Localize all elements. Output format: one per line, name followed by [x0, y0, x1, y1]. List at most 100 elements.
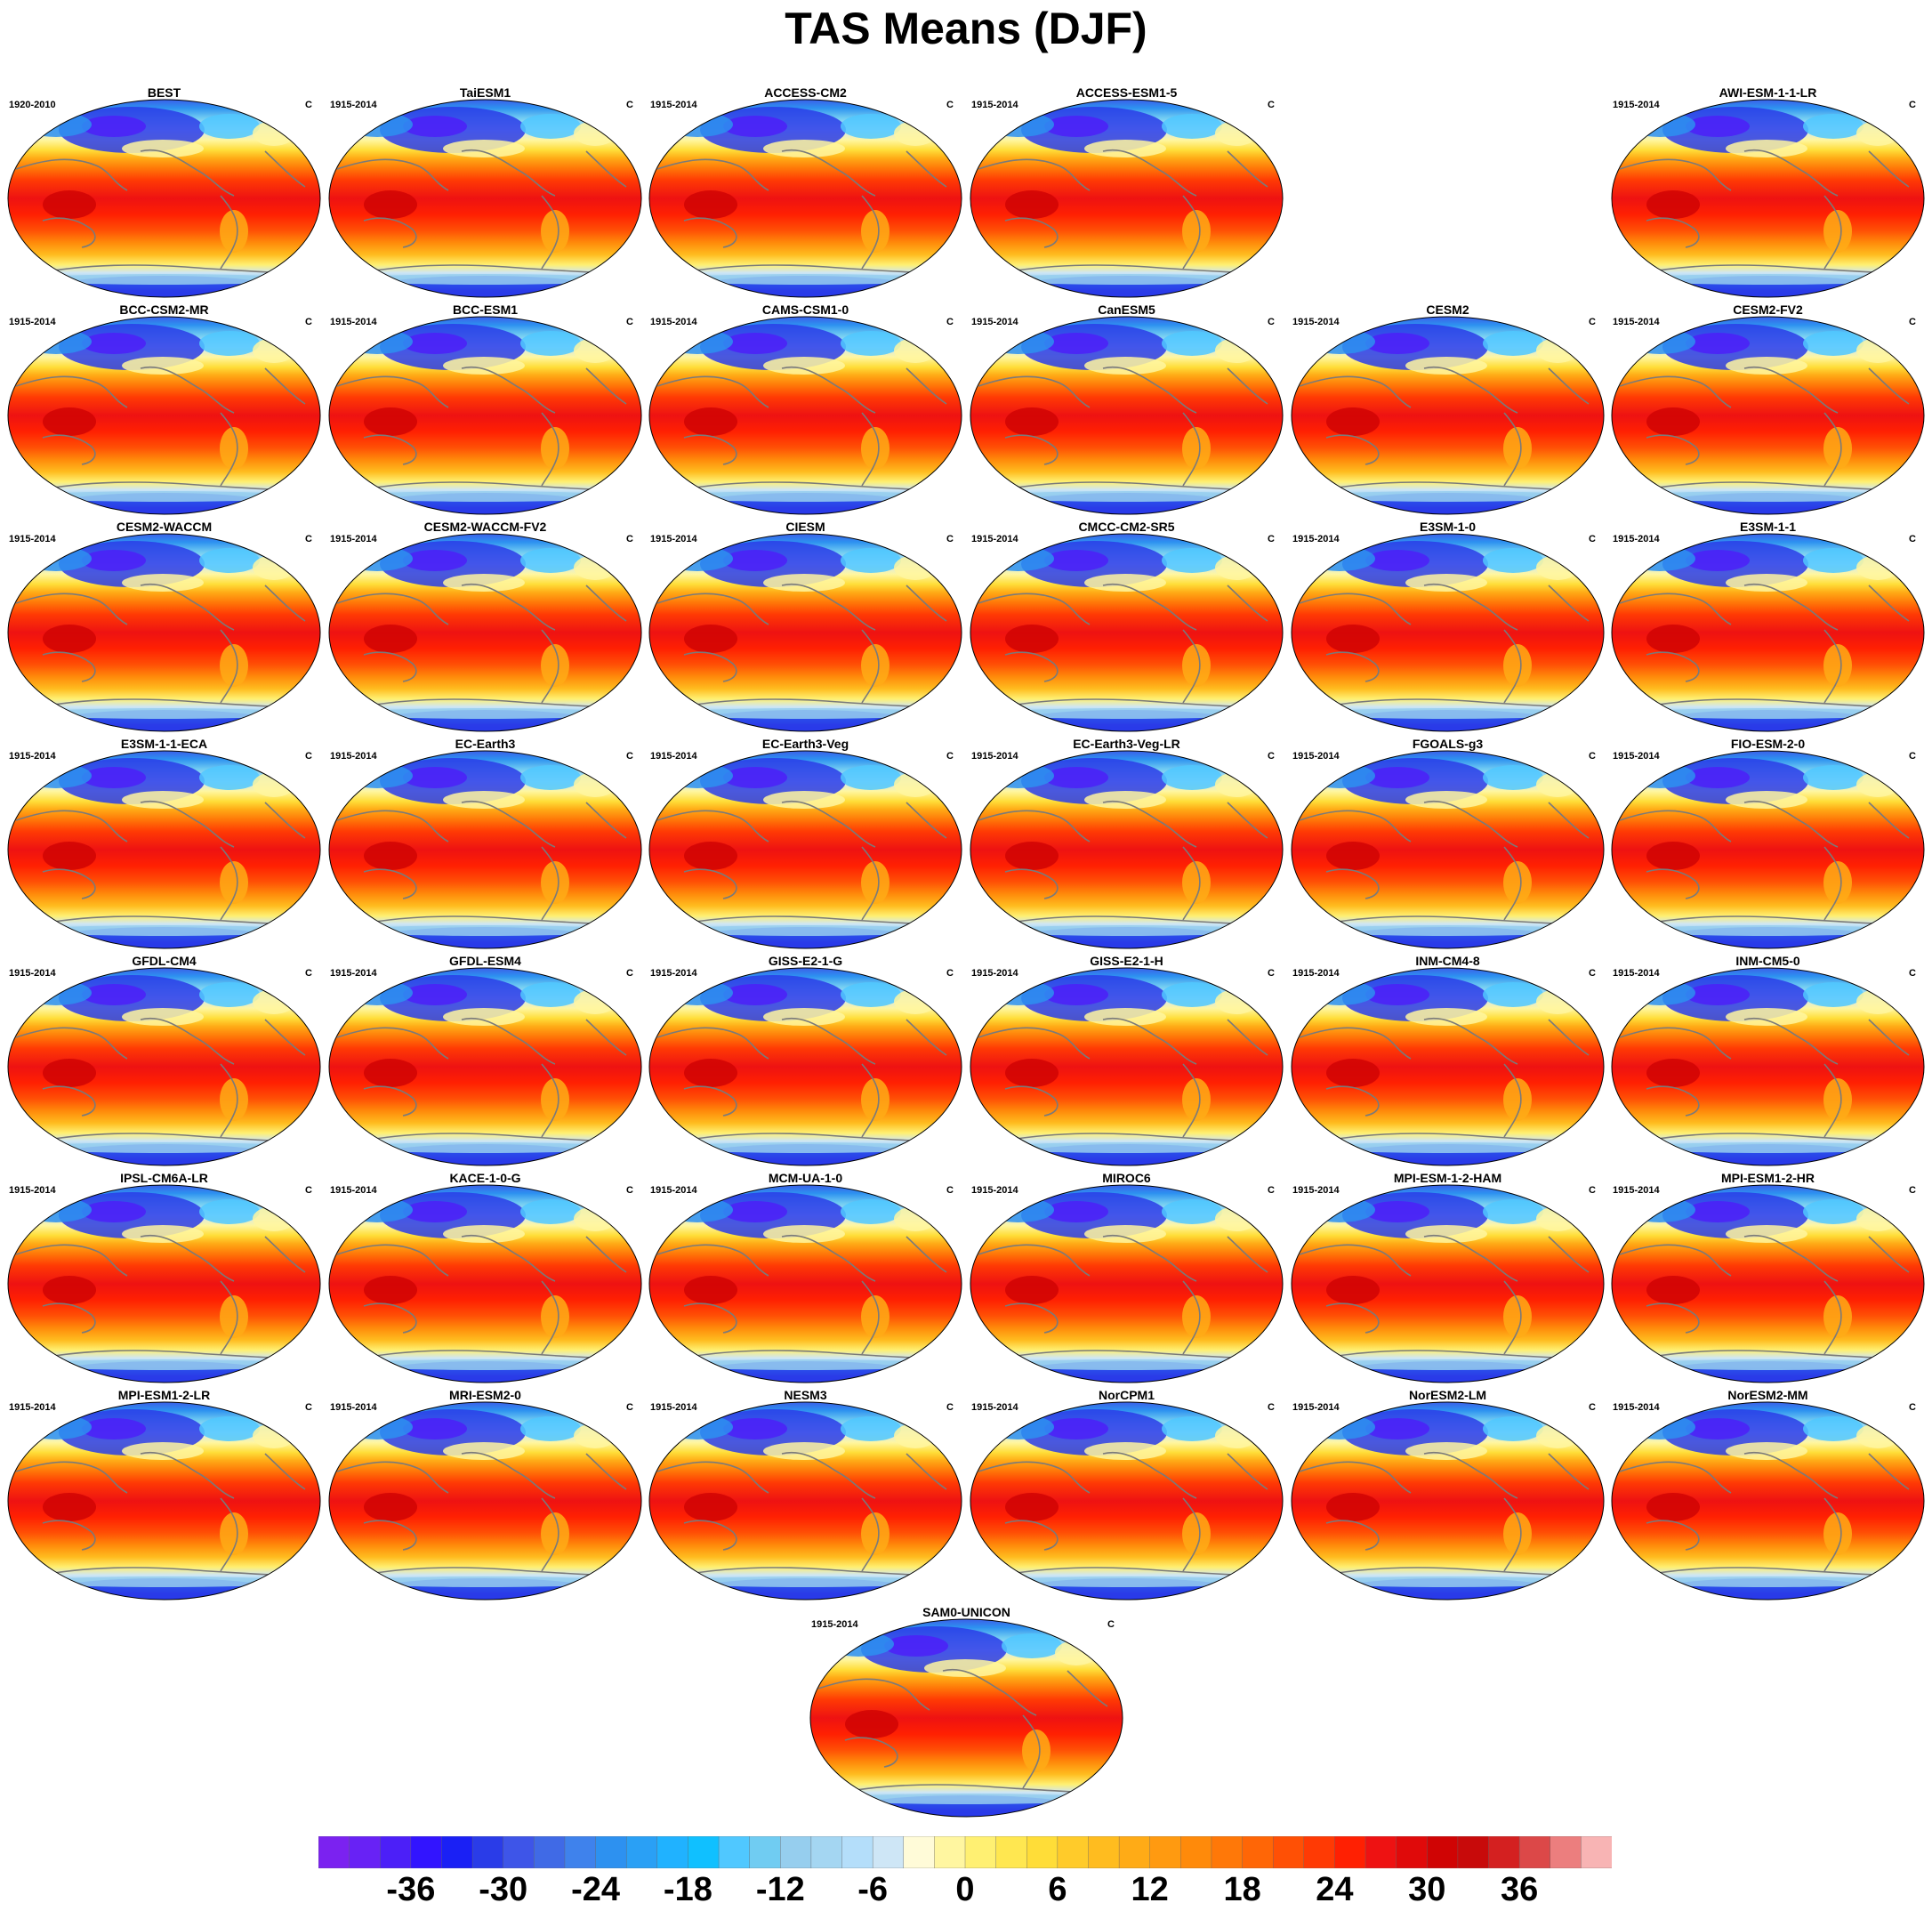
temperature-region [1503, 644, 1532, 687]
temperature-region [520, 114, 581, 139]
temperature-region [43, 1059, 96, 1087]
temperature-region [20, 763, 92, 788]
temperature-region [723, 116, 787, 137]
temperature-region [574, 772, 616, 797]
temperature-region [1405, 1008, 1487, 1026]
coastline [220, 846, 238, 921]
temperature-region [861, 644, 890, 687]
panel-title: FIO-ESM-2-0 [1730, 737, 1806, 751]
panel-years: 1915-2014 [9, 317, 56, 327]
temperature-region [253, 555, 295, 580]
coastline [1619, 593, 1732, 625]
temperature-region [1326, 407, 1380, 436]
colorbar-tick-label: 24 [1316, 1871, 1354, 1908]
temperature-region [1304, 980, 1375, 1005]
temperature-region [20, 112, 92, 137]
panel-title: E3SM-1-1-ECA [120, 737, 208, 751]
panel-title: NorCPM1 [1098, 1388, 1155, 1402]
temperature-region [1005, 1493, 1059, 1521]
colorbar-swatch [1581, 1836, 1612, 1868]
map-panel: MPI-ESM1-2-LR 1915-2014 C [7, 1388, 321, 1601]
coastline [1182, 412, 1201, 487]
temperature-region [1803, 765, 1864, 790]
globe-map [1291, 533, 1605, 732]
panel-years: 1915-2014 [1613, 317, 1660, 327]
temperature-region [1483, 1416, 1543, 1441]
globe-outline [328, 316, 642, 515]
map-panel: KACE-1-0-G 1915-2014 C [328, 1171, 642, 1384]
temperature-region [1686, 1418, 1750, 1439]
coastline [541, 629, 559, 704]
temperature-region [82, 116, 146, 137]
coastline [781, 1234, 876, 1282]
temperature-region [20, 980, 92, 1005]
panel-unit: C [1909, 751, 1916, 762]
coastline [1823, 629, 1842, 704]
temperature-region [841, 331, 901, 356]
temperature-region [861, 1295, 890, 1338]
coastline [1227, 1453, 1268, 1490]
colorbar-swatch [841, 1836, 873, 1868]
temperature-region [1215, 338, 1258, 363]
panel-unit: C [626, 968, 633, 979]
temperature-region [122, 140, 204, 157]
coastline [363, 651, 417, 682]
temperature-region [1686, 333, 1750, 354]
coastline [1548, 1453, 1590, 1490]
temperature-region [541, 644, 569, 687]
temperature-region [351, 708, 618, 719]
temperature-region [574, 1423, 616, 1448]
panel-years: 1915-2014 [971, 968, 1018, 979]
temperature-region [1536, 338, 1579, 363]
coastline [978, 810, 1091, 843]
globe-outline [328, 1184, 642, 1383]
temperature-region [1182, 1078, 1211, 1121]
map-panel: EC-Earth3-Veg-LR 1915-2014 C [970, 737, 1284, 950]
panel-years: 1915-2014 [650, 317, 697, 327]
temperature-region [1646, 842, 1700, 870]
panel-unit: C [946, 1185, 954, 1196]
temperature-region [1503, 1512, 1532, 1555]
temperature-region [1162, 765, 1222, 790]
colorbar-swatch [1088, 1836, 1120, 1868]
colorbar-swatch [1396, 1836, 1428, 1868]
panel-years: 1915-2014 [1613, 751, 1660, 762]
colorbar-swatch [1118, 1836, 1151, 1868]
coastline [336, 1027, 449, 1060]
colorbar-swatch [471, 1836, 504, 1868]
coastline [1743, 149, 1839, 197]
colorbar-swatch [349, 1836, 381, 1868]
temperature-region [541, 1512, 569, 1555]
temperature-region [1044, 767, 1108, 788]
coastline [1102, 1017, 1197, 1065]
map-panel: E3SM-1-1 1915-2014 C [1611, 520, 1925, 733]
coastline [1868, 1236, 1910, 1273]
panel-unit: C [946, 317, 954, 327]
temperature-region [403, 116, 467, 137]
coastline [585, 1019, 627, 1056]
coastline [1325, 1520, 1380, 1551]
globe-map [328, 533, 642, 732]
globe-outline [1291, 750, 1605, 949]
temperature-region [364, 842, 417, 870]
colorbar-swatch [625, 1836, 658, 1868]
temperature-region [993, 925, 1260, 936]
coastline [906, 1019, 947, 1056]
temperature-region [763, 574, 845, 592]
coastline [1823, 1063, 1842, 1138]
coastline [817, 1678, 930, 1711]
temperature-region [1365, 550, 1429, 571]
temperature-region [1304, 1197, 1375, 1222]
coastline [220, 195, 238, 270]
globe-map [648, 1184, 962, 1383]
map-panel: MPI-ESM1-2-HR 1915-2014 C [1611, 1171, 1925, 1384]
colorbar-tick-label: -24 [571, 1871, 621, 1908]
temperature-region [684, 190, 737, 219]
globe-map [328, 1401, 642, 1601]
map-panel: NESM3 1915-2014 C [648, 1388, 962, 1601]
temperature-region [574, 338, 616, 363]
temperature-region [342, 980, 413, 1005]
panel-title: CESM2-WACCM-FV2 [423, 520, 547, 534]
panel-unit: C [305, 751, 312, 762]
coastline [1299, 375, 1412, 408]
